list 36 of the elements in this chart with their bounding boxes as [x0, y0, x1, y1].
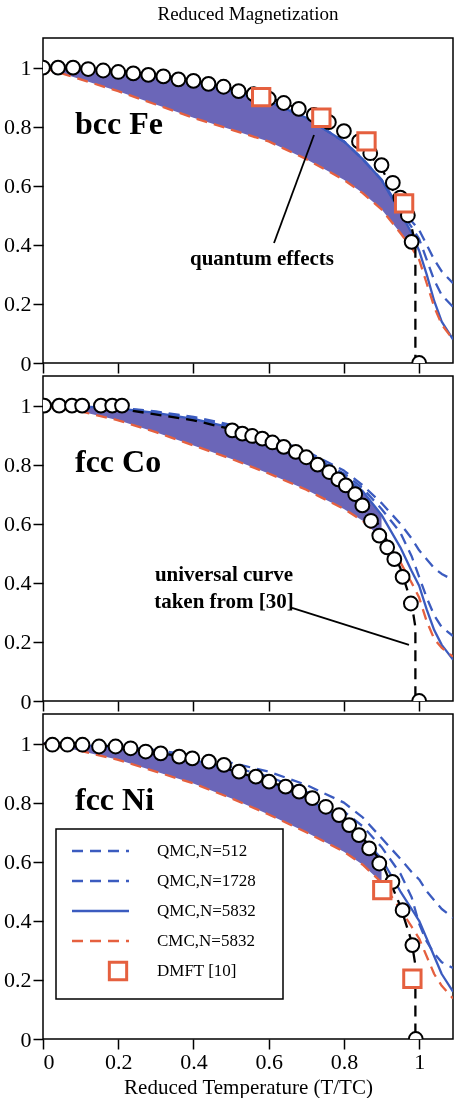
legend-label: DMFT [10]: [157, 961, 237, 980]
chart-title: Reduced Magnetization: [157, 3, 339, 24]
annotation: universal curve taken from [30]: [154, 561, 294, 613]
y-tick-label: 0: [20, 1026, 32, 1052]
y-tick-label: 0.2: [4, 967, 32, 993]
legend-label: QMC,N=512: [157, 841, 248, 860]
legend-label: QMC,N=1728: [157, 871, 256, 890]
legend-label: QMC,N=5832: [157, 901, 256, 920]
y-tick-label: 0.2: [4, 629, 32, 655]
annotation: quantum effects: [189, 246, 335, 270]
y-tick-label: 0.6: [4, 173, 32, 199]
x-tick-label: 1: [414, 1048, 426, 1074]
y-tick-label: 0.6: [4, 849, 32, 875]
y-tick-label: 1: [20, 393, 32, 419]
y-tick-label: 0.8: [4, 790, 32, 816]
y-tick-label: 0.4: [4, 570, 32, 596]
legend-label: CMC,N=5832: [157, 931, 255, 950]
y-tick-label: 0: [20, 350, 32, 376]
y-tick-label: 0.4: [4, 232, 32, 258]
x-tick-label: 0.8: [330, 1048, 359, 1074]
y-tick-label: 0.8: [4, 452, 32, 478]
x-tick-label: 0.4: [180, 1048, 208, 1074]
annotation: fcc Ni: [75, 781, 155, 817]
annotation: fcc Co: [75, 443, 162, 479]
y-tick-label: 0.6: [4, 511, 32, 537]
y-tick-label: 0: [20, 688, 32, 714]
annotation: bcc Fe: [75, 105, 163, 141]
y-tick-label: 0.8: [4, 114, 32, 140]
y-tick-label: 0.4: [4, 908, 32, 934]
x-axis-title: Reduced Temperature (T/TC): [124, 1074, 373, 1099]
x-tick-label: 0.2: [104, 1048, 133, 1074]
x-tick-label: 0.6: [255, 1048, 283, 1074]
x-tick-label: 0: [43, 1048, 55, 1074]
y-tick-label: 1: [20, 731, 32, 757]
y-tick-label: 0.2: [4, 291, 32, 317]
y-tick-label: 1: [20, 55, 32, 81]
